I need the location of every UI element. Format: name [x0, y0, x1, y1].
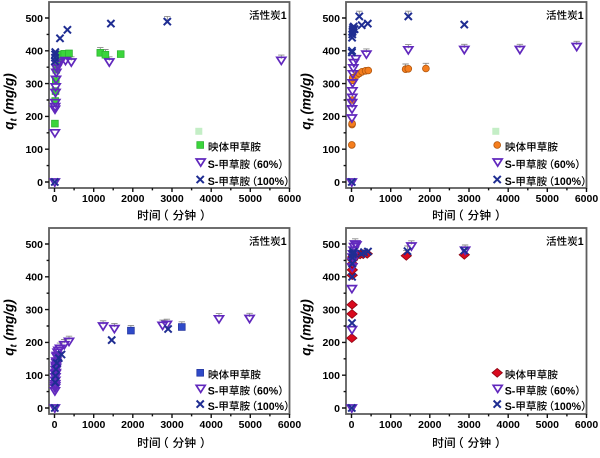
- svg-text:0: 0: [37, 403, 43, 415]
- svg-text:2000: 2000: [121, 419, 145, 431]
- svg-text:400: 400: [25, 272, 43, 284]
- svg-text:500: 500: [25, 239, 43, 251]
- svg-text:4000: 4000: [200, 419, 224, 431]
- svg-text:1: 1: [578, 10, 584, 22]
- svg-text:qt (mg/g): qt (mg/g): [299, 73, 317, 130]
- svg-text:400: 400: [322, 272, 340, 284]
- svg-text:5000: 5000: [536, 193, 560, 205]
- svg-text:0: 0: [334, 403, 340, 415]
- svg-text:qt (mg/g): qt (mg/g): [2, 73, 20, 130]
- svg-text:0: 0: [334, 177, 340, 189]
- svg-text:1000: 1000: [82, 419, 106, 431]
- svg-text:4000: 4000: [497, 193, 521, 205]
- svg-text:100%: 100%: [554, 401, 582, 413]
- svg-text:60%: 60%: [554, 159, 576, 171]
- svg-text:1000: 1000: [379, 193, 403, 205]
- svg-text:100%: 100%: [554, 176, 582, 188]
- svg-text:1: 1: [281, 10, 287, 22]
- svg-text:300: 300: [322, 78, 340, 90]
- svg-text:3000: 3000: [457, 419, 481, 431]
- svg-text:S-: S-: [208, 386, 219, 398]
- svg-text:S-: S-: [208, 159, 219, 171]
- svg-text:4000: 4000: [497, 419, 521, 431]
- svg-text:0: 0: [349, 193, 355, 205]
- svg-text:400: 400: [25, 46, 43, 58]
- svg-text:100%: 100%: [257, 176, 285, 188]
- svg-text:S-: S-: [505, 159, 516, 171]
- svg-text:S-: S-: [505, 386, 516, 398]
- svg-text:200: 200: [25, 111, 43, 123]
- svg-text:300: 300: [322, 304, 340, 316]
- svg-text:6000: 6000: [575, 193, 599, 205]
- svg-text:200: 200: [322, 111, 340, 123]
- svg-text:1: 1: [578, 236, 584, 248]
- svg-text:0: 0: [37, 177, 43, 189]
- svg-text:60%: 60%: [554, 386, 576, 398]
- svg-text:6000: 6000: [278, 419, 302, 431]
- svg-text:6000: 6000: [575, 419, 599, 431]
- svg-text:500: 500: [322, 13, 340, 25]
- svg-text:S-: S-: [505, 401, 516, 413]
- svg-text:0: 0: [52, 193, 58, 205]
- svg-text:qt (mg/g): qt (mg/g): [2, 299, 20, 356]
- svg-text:S-: S-: [208, 401, 219, 413]
- svg-text:3000: 3000: [457, 193, 481, 205]
- svg-text:300: 300: [25, 78, 43, 90]
- svg-text:0: 0: [349, 419, 355, 431]
- svg-text:2000: 2000: [418, 419, 442, 431]
- svg-text:4000: 4000: [200, 193, 224, 205]
- svg-text:100: 100: [322, 144, 340, 156]
- svg-text:2000: 2000: [418, 193, 442, 205]
- svg-text:100%: 100%: [257, 401, 285, 413]
- svg-text:60%: 60%: [257, 386, 279, 398]
- svg-text:6000: 6000: [278, 193, 302, 205]
- svg-text:S-: S-: [505, 176, 516, 188]
- svg-text:100: 100: [25, 144, 43, 156]
- svg-text:5000: 5000: [239, 419, 263, 431]
- svg-text:60%: 60%: [257, 159, 279, 171]
- svg-text:300: 300: [25, 304, 43, 316]
- svg-text:0: 0: [52, 419, 58, 431]
- svg-text:5000: 5000: [536, 419, 560, 431]
- svg-text:400: 400: [322, 46, 340, 58]
- svg-text:500: 500: [25, 13, 43, 25]
- svg-text:1000: 1000: [379, 419, 403, 431]
- svg-text:100: 100: [322, 370, 340, 382]
- svg-text:2000: 2000: [121, 193, 145, 205]
- svg-text:3000: 3000: [160, 193, 184, 205]
- svg-text:3000: 3000: [160, 419, 184, 431]
- svg-text:qt (mg/g): qt (mg/g): [299, 299, 317, 356]
- svg-text:1: 1: [281, 236, 287, 248]
- svg-text:1000: 1000: [82, 193, 106, 205]
- svg-text:200: 200: [25, 337, 43, 349]
- svg-text:500: 500: [322, 239, 340, 251]
- svg-text:5000: 5000: [239, 193, 263, 205]
- svg-text:S-: S-: [208, 176, 219, 188]
- svg-text:200: 200: [322, 337, 340, 349]
- svg-text:100: 100: [25, 370, 43, 382]
